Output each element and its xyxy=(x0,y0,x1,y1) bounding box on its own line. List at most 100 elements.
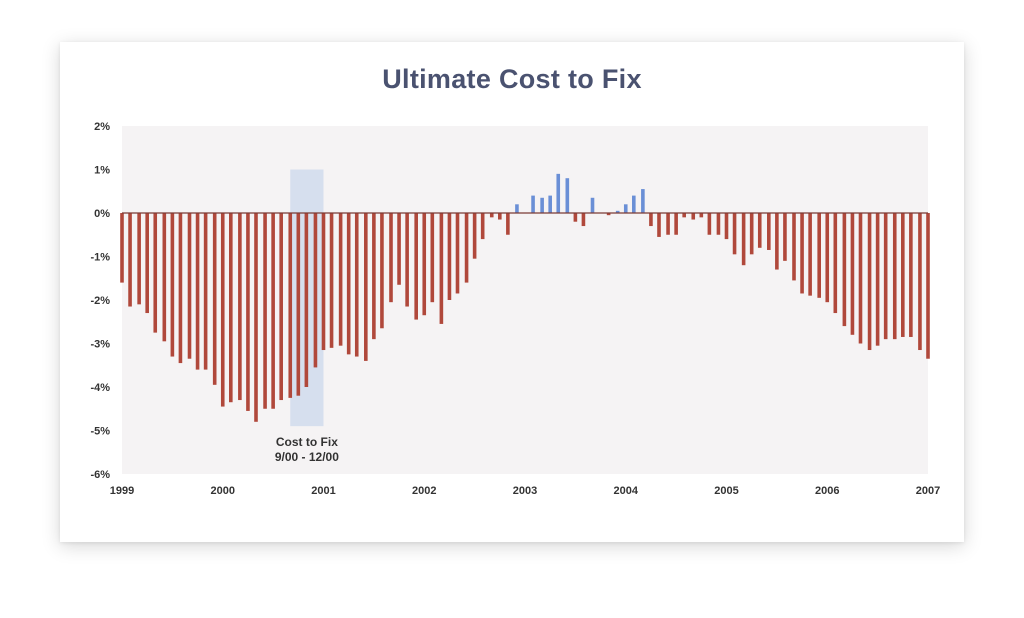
bar xyxy=(641,189,645,213)
bar xyxy=(623,204,628,213)
bar xyxy=(187,213,192,359)
bar xyxy=(699,213,704,218)
bar xyxy=(321,213,326,351)
bar xyxy=(364,213,368,361)
bar xyxy=(531,195,535,213)
bar xyxy=(203,213,208,370)
bar xyxy=(808,213,812,296)
bar xyxy=(506,213,510,235)
bar xyxy=(296,213,301,396)
bar xyxy=(749,213,754,255)
x-tick-label: 2007 xyxy=(916,485,940,497)
bar xyxy=(128,213,132,307)
bar xyxy=(212,213,217,385)
bar xyxy=(195,213,200,370)
bar xyxy=(354,213,359,357)
bar xyxy=(682,213,686,218)
bar xyxy=(649,213,653,227)
y-tick-label: -6% xyxy=(90,469,110,481)
bar xyxy=(926,213,930,359)
bar xyxy=(615,210,620,213)
x-tick-label: 2001 xyxy=(311,485,335,497)
bar xyxy=(145,213,149,314)
bar xyxy=(515,204,519,213)
bar xyxy=(397,213,401,285)
bar xyxy=(422,213,427,316)
bar xyxy=(800,213,804,294)
bar xyxy=(573,213,578,222)
bar xyxy=(581,213,586,227)
bar xyxy=(775,213,779,270)
bar xyxy=(867,213,872,351)
bar xyxy=(565,178,570,213)
bar xyxy=(439,213,444,324)
highlight-label-title: Cost to Fix xyxy=(276,435,338,449)
bar xyxy=(380,213,384,329)
bar xyxy=(732,213,737,255)
chart-title: Ultimate Cost to Fix xyxy=(382,64,642,94)
bar xyxy=(757,213,762,248)
bar xyxy=(338,213,343,346)
bar xyxy=(875,213,880,346)
bar xyxy=(346,213,351,355)
x-tick-label: 2005 xyxy=(714,485,738,497)
bar xyxy=(666,213,670,235)
y-tick-label: -5% xyxy=(90,426,110,438)
bar xyxy=(724,213,729,240)
bar xyxy=(464,213,469,283)
bar xyxy=(480,213,485,240)
x-tick-label: 2004 xyxy=(614,485,639,497)
bar xyxy=(372,213,376,340)
bar xyxy=(548,195,552,213)
bar xyxy=(271,213,275,409)
bar xyxy=(883,213,888,340)
bar xyxy=(606,213,611,216)
y-tick-label: 1% xyxy=(94,165,110,177)
bar xyxy=(498,213,502,220)
bar xyxy=(817,213,821,298)
bar xyxy=(632,195,636,213)
bar xyxy=(858,213,863,344)
bar xyxy=(707,213,712,235)
bar xyxy=(430,213,435,303)
y-tick-label: -4% xyxy=(90,382,110,394)
bar xyxy=(833,213,838,314)
bar xyxy=(238,213,242,401)
bar xyxy=(304,213,309,387)
bar xyxy=(329,213,334,348)
plot-area xyxy=(122,126,928,474)
bar xyxy=(137,213,141,305)
bar xyxy=(120,213,124,283)
bar xyxy=(447,213,452,300)
x-tick-label: 2002 xyxy=(412,485,436,497)
bar xyxy=(691,213,696,220)
bar xyxy=(540,197,544,213)
bar xyxy=(414,213,418,320)
bar xyxy=(288,213,293,398)
bar xyxy=(792,213,796,281)
bar xyxy=(489,213,494,218)
y-tick-label: 0% xyxy=(94,208,110,220)
bar xyxy=(716,213,721,235)
bar xyxy=(901,213,905,337)
bar xyxy=(313,213,318,368)
bar xyxy=(825,213,830,303)
bar xyxy=(850,213,855,335)
bar xyxy=(556,173,561,213)
x-tick-label: 1999 xyxy=(110,485,134,497)
bar xyxy=(674,213,678,235)
y-tick-label: -3% xyxy=(90,339,110,351)
highlight-label-range: 9/00 - 12/00 xyxy=(275,450,339,464)
bar xyxy=(279,213,283,401)
bar xyxy=(405,213,409,307)
bar xyxy=(263,213,267,409)
bar xyxy=(170,213,175,357)
bar xyxy=(153,213,158,333)
bar xyxy=(741,213,746,266)
x-tick-label: 2006 xyxy=(815,485,839,497)
bar xyxy=(590,197,595,213)
bar xyxy=(783,213,787,261)
bar xyxy=(162,213,167,342)
x-tick-label: 2003 xyxy=(513,485,537,497)
